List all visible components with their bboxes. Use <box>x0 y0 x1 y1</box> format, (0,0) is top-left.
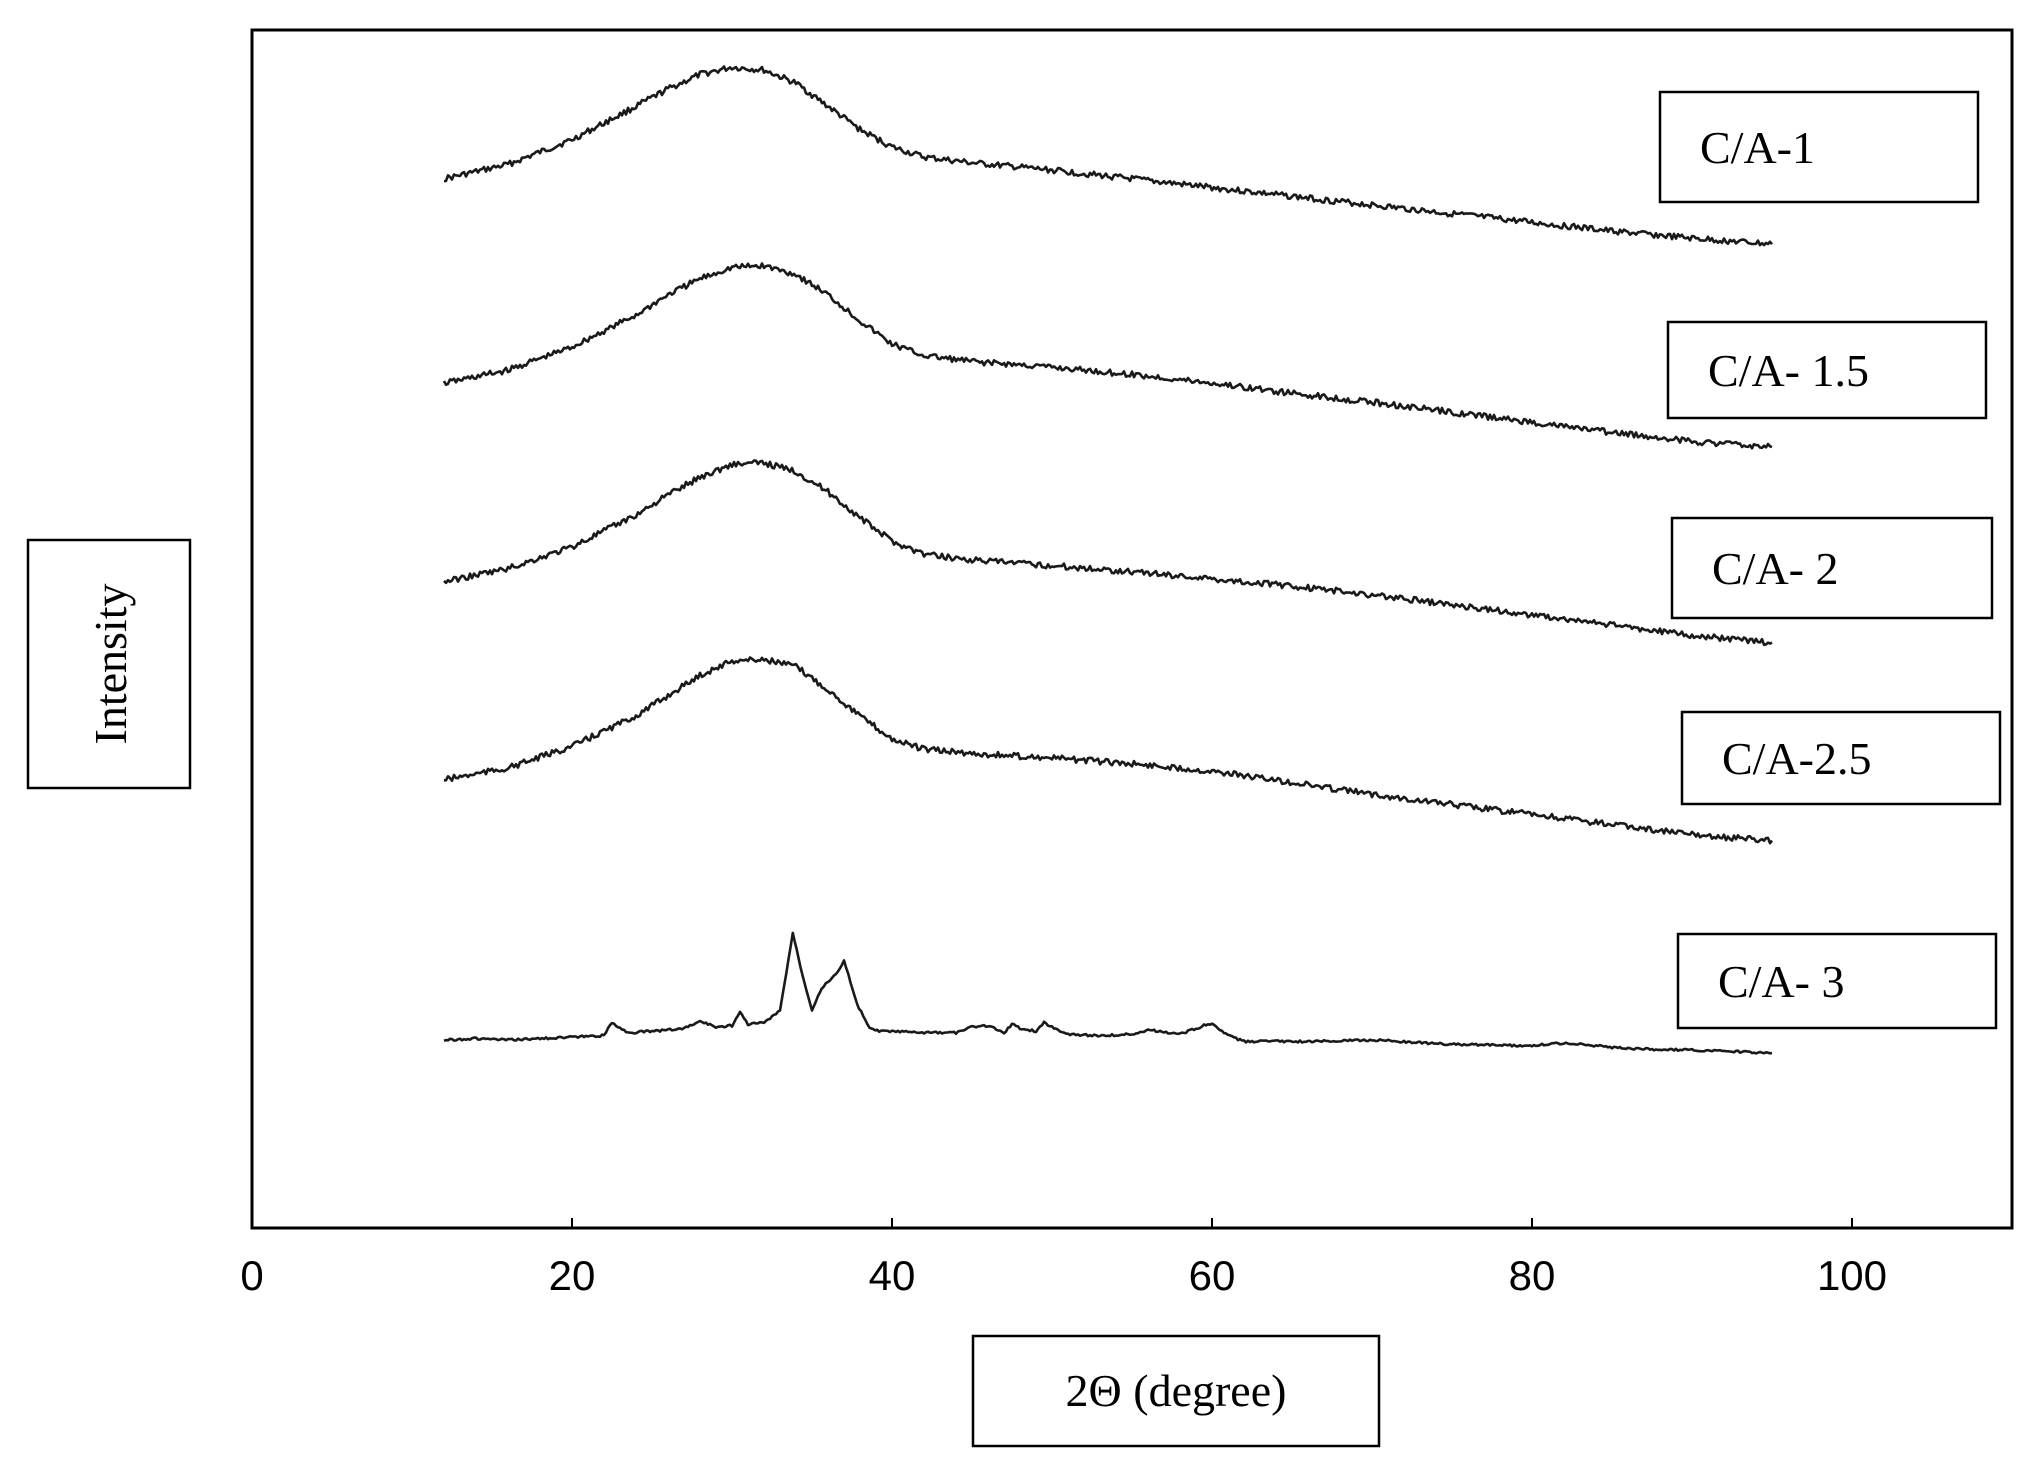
series-group <box>442 65 1774 1055</box>
series-label-box-4: C/A-2.5 <box>1680 710 2002 806</box>
series-label-box-5: C/A- 3 <box>1676 932 1998 1030</box>
y-axis-title-box: Intensity <box>26 538 192 790</box>
series-label-box-3: C/A- 2 <box>1670 516 1994 620</box>
series-label: C/A- 3 <box>1718 956 1845 1007</box>
series-label-box-1: C/A-1 <box>1658 90 1980 204</box>
series-label: C/A- 2 <box>1712 543 1839 594</box>
x-tick-label: 100 <box>1817 1252 1887 1299</box>
y-axis-title: Intensity <box>85 584 136 745</box>
series-trace-4 <box>444 656 1774 845</box>
series-label-frame <box>1658 90 1980 204</box>
series-label-frame <box>1676 932 1998 1030</box>
series-label-frame <box>1680 710 2002 806</box>
series-trace-2 <box>442 262 1773 450</box>
series-label: C/A- 1.5 <box>1708 345 1869 396</box>
x-tick-label: 80 <box>1509 1252 1556 1299</box>
series-label-frame <box>1666 320 1988 420</box>
x-axis: 0 20 40 60 80 100 <box>240 1218 1887 1299</box>
series-trace-3 <box>443 459 1773 647</box>
series-label: C/A-2.5 <box>1722 733 1872 784</box>
x-tick-label: 40 <box>869 1252 916 1299</box>
x-tick-label: 60 <box>1189 1252 1236 1299</box>
x-axis-title-box: 2Θ (degree) <box>971 1334 1381 1448</box>
x-tick-label: 0 <box>240 1252 263 1299</box>
series-trace-1 <box>443 65 1773 247</box>
series-label: C/A-1 <box>1700 122 1815 173</box>
series-label-box-2: C/A- 1.5 <box>1666 320 1988 420</box>
series-label-frame <box>1670 516 1994 620</box>
x-axis-title: 2Θ (degree) <box>1066 1365 1287 1416</box>
x-tick-label: 20 <box>549 1252 596 1299</box>
series-trace-5 <box>443 931 1773 1055</box>
series-labels: C/A-1 C/A- 1.5 C/A- 2 C/A-2.5 C/A- 3 <box>1658 90 2002 1030</box>
plot-frame <box>250 28 2014 1230</box>
